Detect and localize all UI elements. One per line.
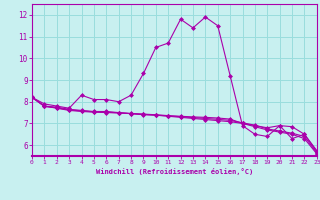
X-axis label: Windchill (Refroidissement éolien,°C): Windchill (Refroidissement éolien,°C) <box>96 168 253 175</box>
